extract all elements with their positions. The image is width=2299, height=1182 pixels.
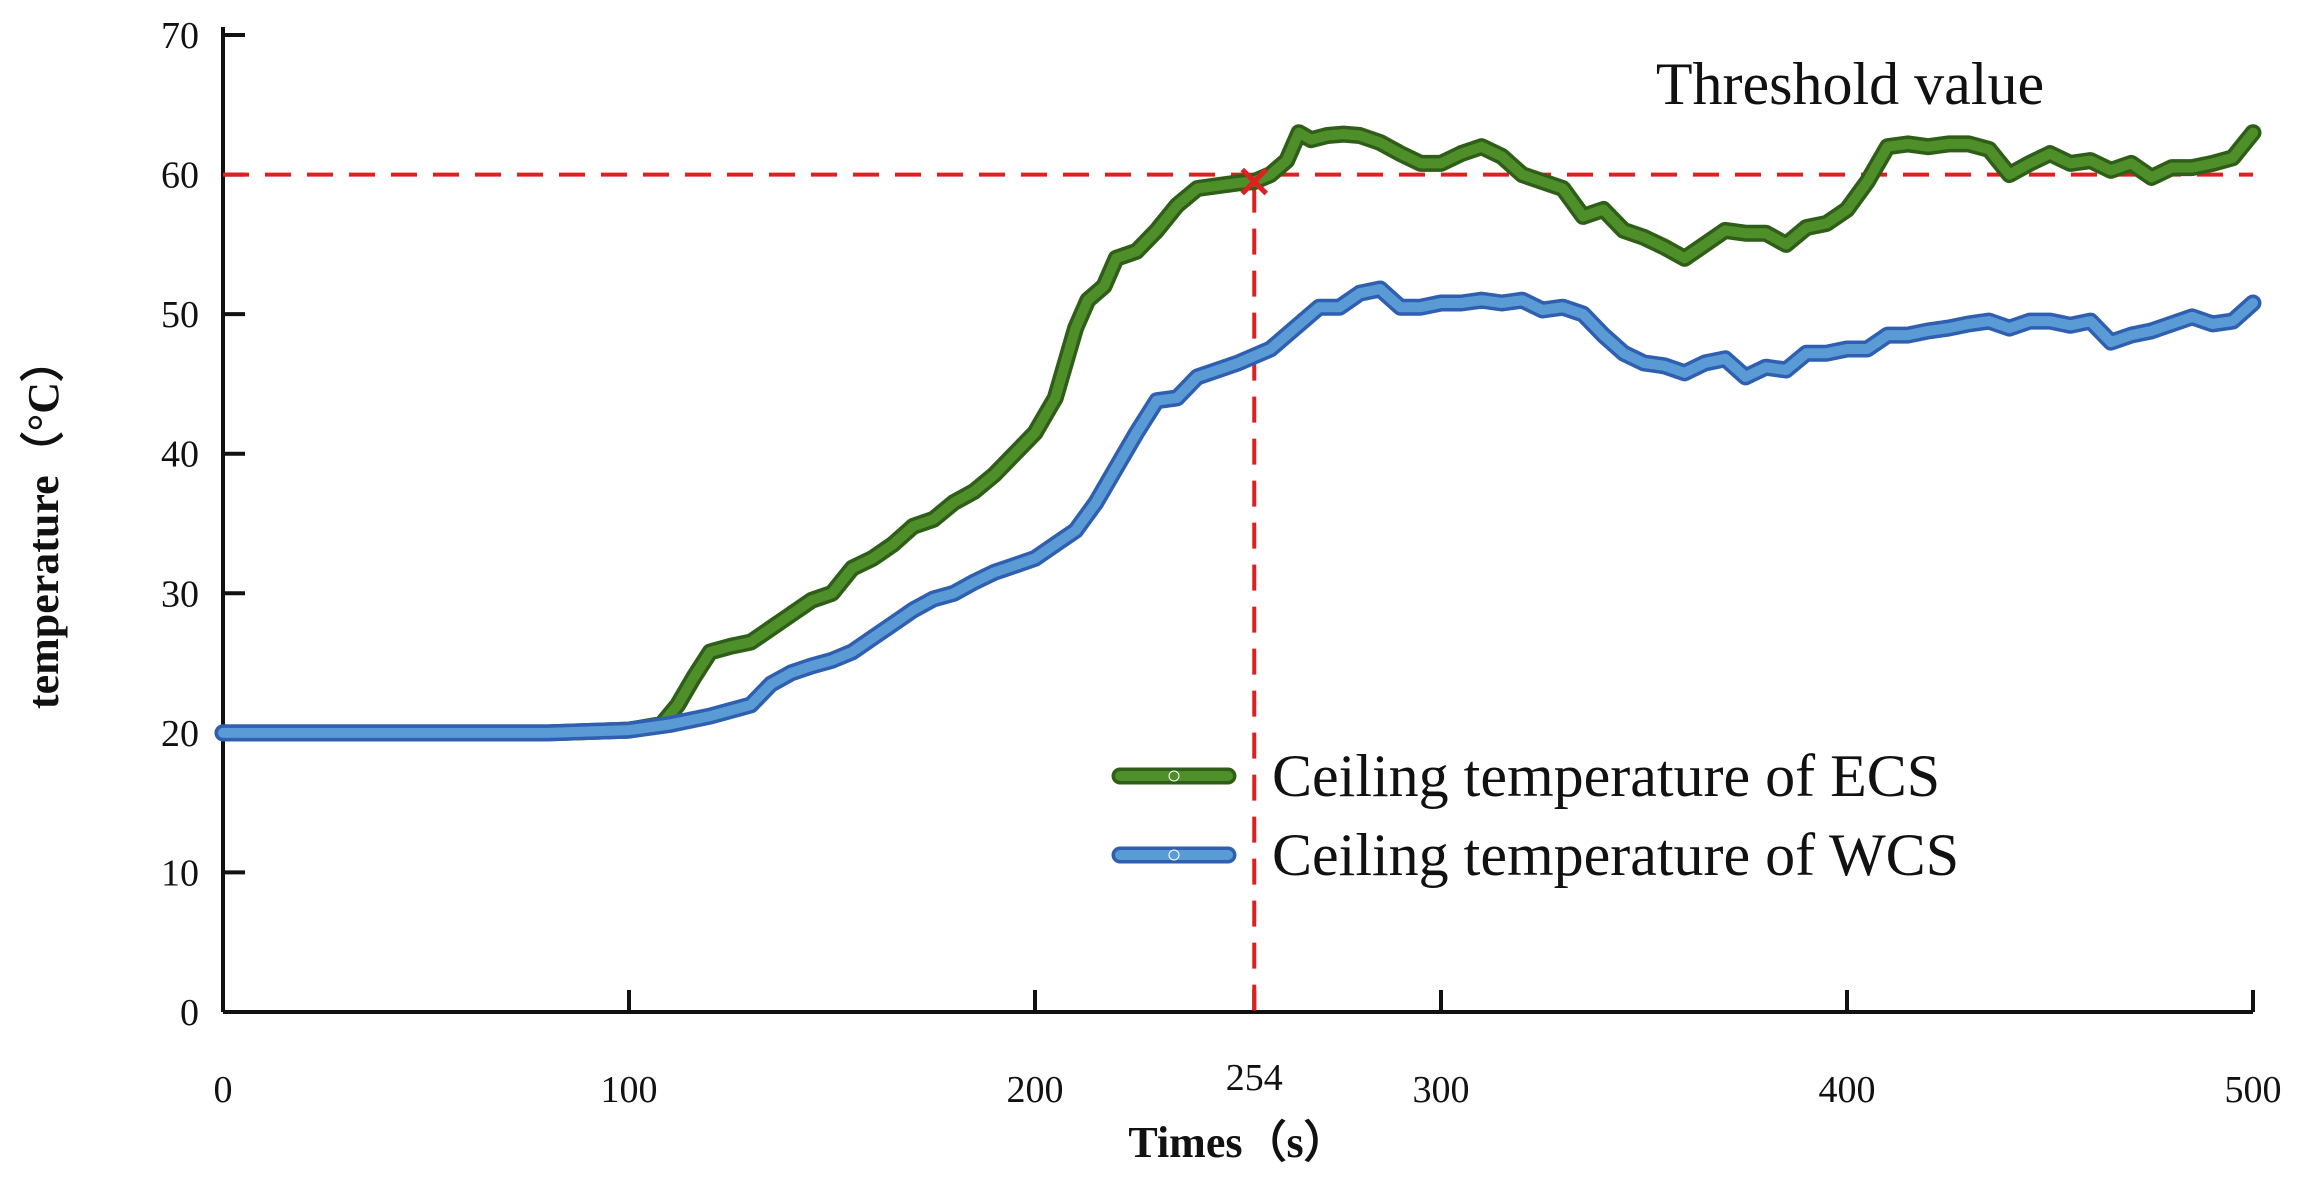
legend: Ceiling temperature of ECS Ceiling temper… [1111,743,1959,888]
x-tick-label: 500 [2225,1069,2282,1111]
series-line-2 [218,284,2258,738]
y-tick-label: 50 [161,294,199,336]
y-tick-label: 30 [161,573,199,615]
annotations-layer: Threshold value [1240,51,2044,196]
x-tick-label: 400 [1819,1069,1876,1111]
legend-label-1: Ceiling temperature of ECS [1272,743,1940,809]
legend-marker-2 [1168,849,1180,861]
x-tick-label: 200 [1007,1069,1064,1111]
y-tick-label: 40 [161,434,199,476]
y-tick-label: 0 [180,992,199,1034]
x-tick-label: 100 [601,1069,658,1111]
series-line-1 [218,127,2258,738]
x-tick-label: 300 [1413,1069,1470,1111]
x-tick-label: 254 [1226,1057,1283,1099]
x-tick-label: 0 [214,1069,233,1111]
y-axis-title: temperature（°C） [19,338,68,709]
y-tick-label: 20 [161,713,199,755]
y-tick-label: 60 [161,155,199,197]
threshold-label: Threshold value [1656,51,2044,117]
legend-label-2: Ceiling temperature of WCS [1272,822,1959,888]
legend-marker-1 [1168,770,1180,782]
y-tick-label: 10 [161,852,199,894]
series-line-outline-2 [214,280,2262,742]
threshold-cross-marker [1240,167,1269,196]
x-axis-title: Times（s） [1128,1118,1347,1167]
series-line-outline-1 [214,124,2262,742]
series-layer [214,124,2262,742]
axes-layer: 0 10 20 30 40 50 60 70 0 100 200 254 300 400 500 Times（… [19,15,2282,1167]
y-tick-label: 70 [161,15,199,57]
